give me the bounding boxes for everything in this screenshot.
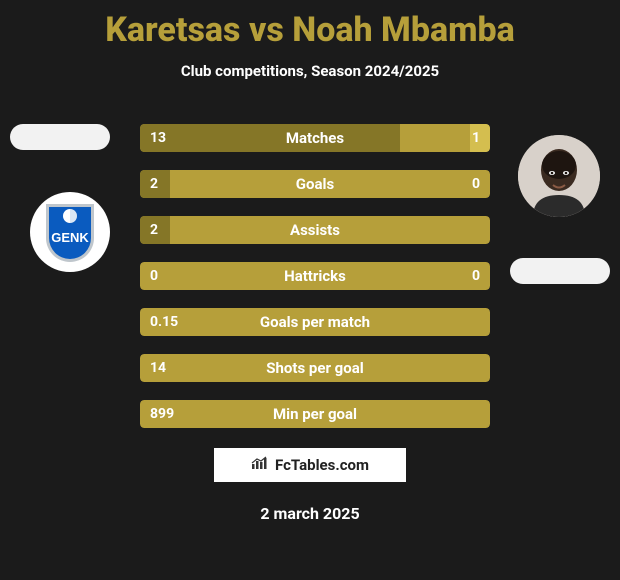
stat-row: 00Hattricks [140,262,490,290]
svg-text:GENK: GENK [51,230,89,245]
stat-label: Goals per match [140,308,490,336]
stat-label: Assists [140,216,490,244]
stat-row: 14Shots per goal [140,354,490,382]
stat-row: 0.15Goals per match [140,308,490,336]
stat-row: 899Min per goal [140,400,490,428]
stat-label: Min per goal [140,400,490,428]
flag-right [510,258,610,284]
stat-row: 131Matches [140,124,490,152]
flag-left [10,124,110,150]
page-title: Karetsas vs Noah Mbamba [0,0,620,50]
branding-badge[interactable]: FcTables.com [214,448,406,482]
stat-label: Goals [140,170,490,198]
stat-label: Matches [140,124,490,152]
stat-label: Shots per goal [140,354,490,382]
stat-row: 20Goals [140,170,490,198]
subtitle: Club competitions, Season 2024/2025 [0,62,620,80]
chart-icon [251,456,269,474]
stat-label: Hattricks [140,262,490,290]
stat-row: 2Assists [140,216,490,244]
shield-icon: GENK [42,200,98,264]
player-avatar-right [518,135,600,217]
stat-bars: 131Matches 20Goals 2Assists 00Hattricks 0.15… [140,124,490,446]
footer-date: 2 march 2025 [0,504,620,523]
club-logo-left: GENK [30,192,110,272]
branding-text: FcTables.com [275,456,369,474]
